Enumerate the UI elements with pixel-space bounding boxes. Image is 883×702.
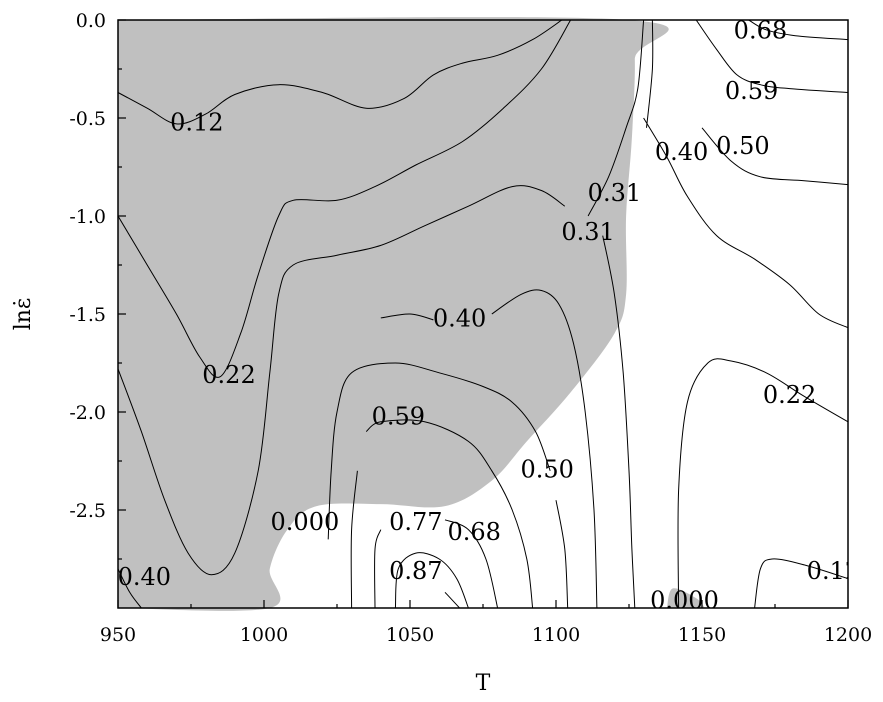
contour-line-0p59 bbox=[365, 419, 534, 608]
contour-line-0p22 bbox=[118, 20, 572, 378]
contour-label-0p4: 0.40 bbox=[433, 304, 486, 332]
contour-line-0p68 bbox=[374, 529, 382, 608]
y-axis-label: lnε̇ bbox=[11, 298, 36, 331]
contour-line-0p77 bbox=[394, 552, 469, 608]
y-tick-label: -0.5 bbox=[69, 108, 106, 130]
contour-label-0p4: 0.40 bbox=[118, 563, 171, 591]
x-tick-label: 1000 bbox=[240, 624, 288, 646]
contour-line-0p5 bbox=[701, 127, 848, 186]
unstable-region-layer bbox=[118, 17, 705, 611]
contour-line-0p22 bbox=[677, 358, 848, 608]
contour-label-0p5: 0.50 bbox=[520, 455, 573, 483]
contour-label-0p12: 0.12 bbox=[170, 108, 223, 136]
axis-ticks-layer: 950 1000 1050 1100 1150 1200 0.0 -0.5 -1.0 -1.5 -2… bbox=[69, 10, 872, 646]
contour-labels-layer: 0.12 0.12 0.22 0.22 0.31 0.31 0.40 0.40 0.40 0.50… bbox=[118, 16, 860, 615]
contour-line-0p12 bbox=[118, 20, 563, 125]
contour-label-0p31: 0.31 bbox=[588, 179, 641, 207]
contour-line-0p59 bbox=[695, 20, 848, 93]
y-tick-label: -1.0 bbox=[69, 206, 106, 228]
x-tick-label: 1200 bbox=[824, 624, 872, 646]
y-tick-label: -2.0 bbox=[69, 402, 106, 424]
contour-line-0p31 bbox=[602, 235, 636, 608]
contour-line-0p68 bbox=[444, 519, 499, 608]
contour-line-0p5 bbox=[327, 362, 551, 540]
x-tick-label: 1050 bbox=[386, 624, 434, 646]
contour-label-0p22: 0.22 bbox=[202, 361, 255, 389]
contour-label-0p68: 0.68 bbox=[734, 16, 787, 44]
contour-label-0p77: 0.77 bbox=[389, 508, 442, 536]
contour-label-0p22: 0.22 bbox=[763, 381, 816, 409]
unstable-region bbox=[118, 17, 669, 611]
contour-label-0p5: 0.50 bbox=[716, 132, 769, 160]
contour-label-0: 0.000 bbox=[650, 587, 719, 615]
contour-line-0p12 bbox=[754, 558, 848, 608]
contour-line-0p4 bbox=[491, 289, 598, 608]
x-tick-label: 950 bbox=[100, 624, 136, 646]
unstable-region-corner bbox=[667, 588, 705, 608]
x-tick-label: 1100 bbox=[532, 624, 580, 646]
contour-label-0p59: 0.59 bbox=[372, 402, 425, 430]
contour-label-0p59: 0.59 bbox=[725, 77, 778, 105]
x-axis-label: T bbox=[476, 671, 491, 696]
y-tick-label: -1.5 bbox=[69, 304, 106, 326]
contour-line-0p4 bbox=[380, 313, 434, 321]
contour-line-0p4 bbox=[646, 20, 654, 128]
contour-line-0p5 bbox=[555, 500, 569, 608]
contour-line-0p59 bbox=[350, 470, 358, 608]
contour-label-0: 0.000 bbox=[271, 508, 340, 536]
y-tick-label: 0.0 bbox=[76, 10, 106, 32]
contour-line-0p31 bbox=[118, 185, 566, 576]
contour-line-0p4 bbox=[643, 117, 848, 329]
contour-label-0p4: 0.40 bbox=[655, 138, 708, 166]
contour-label-0p12: 0.12 bbox=[807, 557, 860, 585]
contour-line-0p68 bbox=[748, 20, 848, 41]
contour-label-0p68: 0.68 bbox=[447, 518, 500, 546]
contour-lines-layer bbox=[118, 20, 848, 608]
y-tick-label: -2.5 bbox=[69, 500, 106, 522]
contour-label-0p31: 0.31 bbox=[561, 218, 614, 246]
x-tick-label: 1150 bbox=[678, 624, 726, 646]
contour-line-0p31 bbox=[587, 20, 645, 217]
contour-line-0p87 bbox=[444, 591, 460, 608]
contour-line-0p4 bbox=[118, 568, 142, 608]
contour-label-0p87: 0.87 bbox=[389, 557, 442, 585]
